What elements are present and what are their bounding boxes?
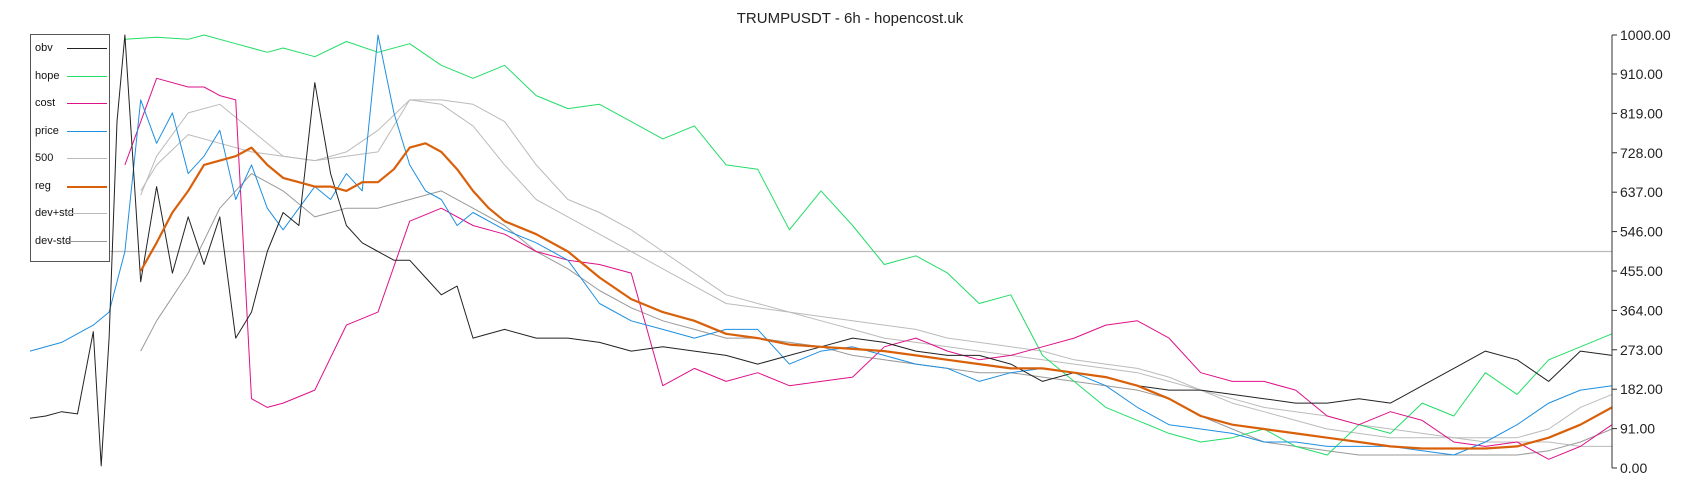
legend-swatch [67, 240, 107, 242]
y-tick-label: 91.00 [1620, 421, 1655, 437]
legend-swatch [67, 130, 107, 132]
y-tick-label: 910.00 [1620, 66, 1663, 82]
series-line-500 [140, 99, 1612, 447]
legend-swatch [67, 213, 107, 214]
legend-label: cost [35, 97, 56, 109]
legend-label: price [35, 124, 59, 137]
y-tick-label: 546.00 [1620, 224, 1663, 240]
legend-item: reg [35, 177, 111, 197]
legend-label: reg [35, 179, 51, 192]
y-tick-label: 819.00 [1620, 105, 1663, 121]
series-line-obv [29, 34, 1613, 467]
legend-label: 500 [35, 152, 54, 164]
chart-title: TRUMPUSDT - 6h - hopencost.uk [736, 10, 964, 27]
legend-swatch [67, 103, 107, 104]
legend-item: dev-std [35, 232, 111, 252]
legend-swatch [67, 185, 107, 188]
legend-item: obv [35, 39, 111, 59]
series-line-dev-std [140, 173, 1613, 456]
series-line-hope [124, 34, 1613, 456]
y-tick-label: 728.00 [1620, 145, 1663, 161]
series-line-price [29, 34, 1613, 456]
legend-item: hope [35, 67, 111, 87]
legend-label: obv [35, 42, 53, 54]
series-line-cost [124, 77, 1613, 460]
y-tick-label: 0.00 [1620, 460, 1647, 476]
y-axis: 1000.00 910.00 819.00 728.00 637.00 546.00 455… [1611, 27, 1671, 476]
legend-label: hope [35, 69, 60, 82]
legend-label: dev-std [35, 234, 72, 247]
legend-item: dev+std [35, 204, 111, 224]
series-line-dev-std [140, 99, 1613, 439]
legend-swatch [67, 48, 107, 49]
series-layer [29, 34, 1613, 467]
y-tick-label: 455.00 [1620, 263, 1663, 279]
y-tick-label: 364.00 [1620, 302, 1663, 318]
y-tick-label: 1000.00 [1620, 27, 1671, 43]
legend-swatch [67, 75, 107, 77]
y-tick-label: 637.00 [1620, 184, 1663, 200]
legend-item: price [35, 122, 111, 142]
series-line-reg [139, 142, 1613, 450]
legend-item: 500 [35, 149, 111, 169]
y-tick-label: 182.00 [1620, 381, 1663, 397]
legend-swatch [67, 158, 107, 159]
y-tick-label: 273.00 [1620, 342, 1663, 358]
legend: obv hope cost price 500 reg dev+std dev-std [30, 34, 110, 262]
legend-item: cost [35, 94, 111, 114]
legend-label: dev+std [35, 207, 74, 219]
